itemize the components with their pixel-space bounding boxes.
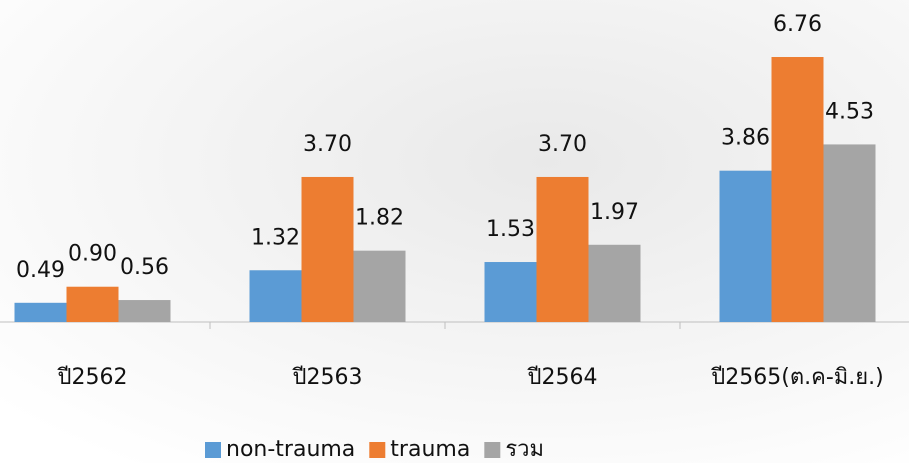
chart: ปี2562 0.490.900.56 ปี2563 1.32 3.70 1.82 ปี25… xyxy=(0,0,909,463)
bar xyxy=(302,177,354,322)
bar xyxy=(15,303,67,322)
value-label: 1.53 xyxy=(486,217,535,242)
value-label: 3.70 xyxy=(538,132,587,157)
bar xyxy=(772,57,824,322)
value-label: 1.82 xyxy=(355,206,404,231)
legend-swatch xyxy=(205,442,221,458)
value-label: 0.49 xyxy=(16,258,65,283)
bar xyxy=(354,251,406,322)
legend-label: trauma xyxy=(390,437,470,462)
legend-swatch xyxy=(484,442,500,458)
value-label: 0.56 xyxy=(120,255,169,280)
value-label: 3.70 xyxy=(303,132,352,157)
legend-swatch xyxy=(369,442,385,458)
bar xyxy=(485,262,537,322)
value-label: 3.86 xyxy=(721,126,770,151)
bar xyxy=(824,144,876,322)
value-label: 1.32 xyxy=(251,225,300,250)
x-tick-label: ปี2564 xyxy=(526,365,597,390)
value-label: 1.97 xyxy=(590,200,639,225)
bar xyxy=(720,171,772,322)
bar xyxy=(250,270,302,322)
x-tick-label: ปี2563 xyxy=(291,365,362,390)
legend-label: non-trauma xyxy=(226,437,355,462)
value-label: 4.53 xyxy=(825,99,874,124)
x-tick-label: ปี2562 xyxy=(56,365,127,390)
value-label: 6.76 xyxy=(773,12,822,37)
value-label: 0.90 xyxy=(68,242,117,267)
bar xyxy=(119,300,171,322)
legend-label: รวม xyxy=(505,437,544,462)
bar xyxy=(589,245,641,322)
bar xyxy=(67,287,119,322)
x-tick-label: ปี2565(ต.ค-มิ.ย.) xyxy=(710,365,884,390)
bar xyxy=(537,177,589,322)
